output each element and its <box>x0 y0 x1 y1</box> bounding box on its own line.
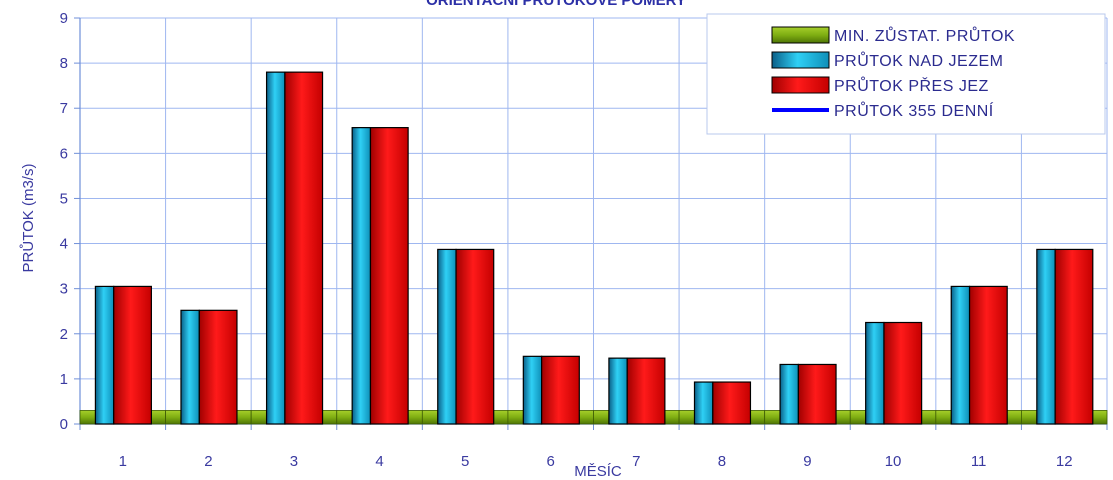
x-tick-label: 7 <box>632 453 640 470</box>
x-tick-label: 2 <box>204 453 212 470</box>
bar-flow-above-weir <box>950 285 971 425</box>
legend-swatch <box>771 76 830 94</box>
legend-label: PRŮTOK NAD JEZEM <box>834 51 1004 70</box>
bar-flow-above-weir <box>522 355 543 425</box>
x-tick-label: 8 <box>718 453 726 470</box>
legend-swatch <box>771 26 830 44</box>
legend-swatch <box>771 51 830 69</box>
bar-flow-over-weir <box>712 381 752 425</box>
bar-flow-over-weir <box>284 71 324 425</box>
x-tick-label: 5 <box>461 453 469 470</box>
x-tick-label: 12 <box>1056 453 1073 470</box>
gridlines <box>80 17 1108 424</box>
bar-flow-above-weir <box>1036 248 1056 425</box>
bar-flow-over-weir <box>797 363 837 425</box>
x-tick-label: 11 <box>971 453 987 470</box>
bar-flow-above-weir <box>180 309 200 425</box>
y-tick-label: 0 <box>60 416 68 433</box>
y-tick-label: 6 <box>60 145 68 162</box>
bar-flow-above-weir <box>865 321 885 425</box>
bar-flow-above-weir <box>265 71 286 425</box>
y-tick-label: 9 <box>60 10 68 27</box>
y-tick-label: 8 <box>60 55 68 72</box>
bar-flow-above-weir <box>351 127 372 425</box>
y-tick-label: 2 <box>60 326 68 343</box>
bar-flow-above-weir <box>693 381 714 425</box>
bar-flow-over-weir <box>541 355 580 425</box>
y-tick-label: 5 <box>60 190 68 207</box>
bar-flow-over-weir <box>198 309 238 425</box>
x-tick-label: 3 <box>290 453 298 470</box>
bars <box>94 71 1094 425</box>
x-tick-label: 9 <box>803 453 811 470</box>
bar-flow-over-weir <box>626 357 666 425</box>
bar-flow-above-weir <box>608 357 628 425</box>
x-axis-ticks: 1 2 3 4 5 6 7 8 9 10 11 12 <box>119 453 1073 470</box>
y-tick-label: 3 <box>60 281 68 298</box>
bar-flow-above-weir <box>437 248 457 425</box>
bar-flow-over-weir <box>369 127 409 425</box>
y-tick-label: 1 <box>60 371 68 388</box>
bar-flow-over-weir <box>968 285 1008 425</box>
legend-label: PRŮTOK 355 DENNÍ <box>834 101 994 120</box>
bar-flow-above-weir <box>779 363 799 425</box>
y-axis-label: PRŮTOK (m3/s) <box>19 164 37 273</box>
bar-flow-over-weir <box>455 248 495 425</box>
bar-flow-over-weir <box>113 285 152 425</box>
y-tick-label: 4 <box>60 236 68 253</box>
x-tick-label: 10 <box>885 453 902 470</box>
y-axis-ticks: 0 1 2 3 4 5 6 7 8 9 <box>60 10 68 433</box>
chart-title: ORIENTAČNÍ PRŮTOKOVÉ POMĚRY <box>426 0 686 9</box>
x-tick-label: 4 <box>375 453 383 470</box>
x-axis-label: MĚSÍC <box>574 463 622 480</box>
bar-flow-above-weir <box>94 285 115 425</box>
y-tick-label: 7 <box>60 100 68 117</box>
legend: MIN. ZŮSTAT. PRŮTOK PRŮTOK NAD JEZEM PRŮTO… <box>706 13 1106 135</box>
legend-label: MIN. ZŮSTAT. PRŮTOK <box>834 26 1015 45</box>
legend-label: PRŮTOK PŘES JEZ <box>834 76 989 95</box>
bar-flow-over-weir <box>883 321 923 425</box>
x-tick-label: 6 <box>547 453 555 470</box>
bar-flow-over-weir <box>1054 248 1094 425</box>
x-tick-label: 1 <box>119 453 127 470</box>
